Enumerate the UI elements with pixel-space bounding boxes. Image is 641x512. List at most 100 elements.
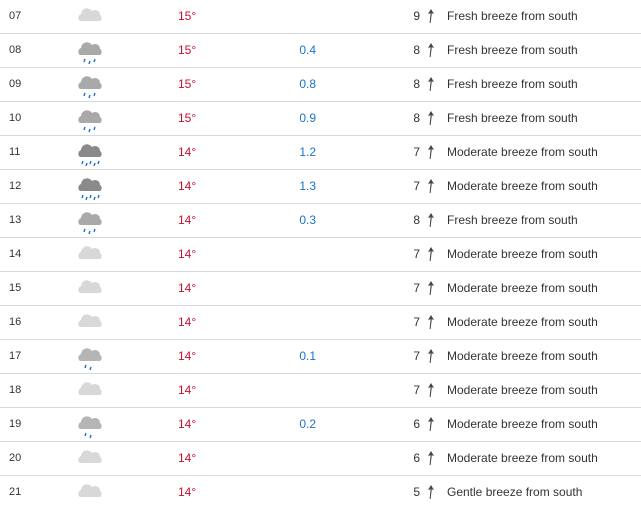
forecast-row: 14 14° 7 Moderate breeze from south [0,238,641,272]
forecast-row: 08 15° 0.4 8 Fresh breeze from south [0,34,641,68]
rain-icon [74,141,106,167]
temperature: 15° [178,111,197,125]
wind-direction-arrow-icon [426,144,436,160]
cloudy-icon [74,447,106,473]
wind-direction-arrow-icon [426,178,436,194]
wind-speed: 8 [413,77,420,91]
hour-label: 08 [9,44,22,56]
temperature: 14° [178,417,197,431]
precipitation: 0.8 [299,77,316,91]
forecast-row: 10 15° 0.9 8 Fresh breeze from south [0,102,641,136]
wind-description: Moderate breeze from south [447,315,598,329]
wind-speed: 6 [413,417,420,431]
wind-speed: 8 [413,213,420,227]
wind-speed: 7 [413,145,420,159]
cloudy-icon [74,311,106,337]
wind-description: Moderate breeze from south [447,349,598,363]
hour-label: 12 [9,180,22,192]
temperature: 14° [178,315,197,329]
temperature: 15° [178,43,197,57]
wind-speed: 8 [413,43,420,57]
temperature: 15° [178,9,197,23]
wind-speed: 6 [413,451,420,465]
hour-label: 10 [9,112,22,124]
wind-description: Gentle breeze from south [447,485,583,499]
hour-label: 16 [9,316,22,328]
wind-speed: 5 [413,485,420,499]
hour-label: 13 [9,214,22,226]
hour-label: 15 [9,282,22,294]
wind-description: Fresh breeze from south [447,77,578,91]
forecast-row: 12 14° 1.3 7 Moderate breeze from south [0,170,641,204]
hour-label: 19 [9,418,22,430]
wind-direction-arrow-icon [426,42,436,58]
wind-direction-arrow-icon [426,314,436,330]
forecast-row: 21 14° 5 Gentle breeze from south [0,476,641,509]
forecast-row: 13 14° 0.3 8 Fresh breeze from south [0,204,641,238]
temperature: 14° [178,485,197,499]
wind-description: Moderate breeze from south [447,451,598,465]
light-rain-icon [74,209,106,235]
wind-direction-arrow-icon [426,484,436,500]
hour-label: 21 [9,486,22,498]
wind-description: Moderate breeze from south [447,281,598,295]
wind-direction-arrow-icon [426,8,436,24]
wind-description: Fresh breeze from south [447,43,578,57]
wind-description: Moderate breeze from south [447,179,598,193]
precipitation: 0.1 [299,349,316,363]
temperature: 14° [178,383,197,397]
wind-description: Fresh breeze from south [447,9,578,23]
hour-label: 20 [9,452,22,464]
temperature: 14° [178,247,197,261]
forecast-row: 07 15° 9 Fresh breeze from south [0,0,641,34]
hour-label: 11 [9,146,21,158]
precipitation: 1.2 [299,145,316,159]
wind-direction-arrow-icon [426,110,436,126]
forecast-row: 18 14° 7 Moderate breeze from south [0,374,641,408]
hour-label: 14 [9,248,22,260]
temperature: 15° [178,77,197,91]
forecast-row: 19 14° 0.2 6 Moderate breeze from south [0,408,641,442]
wind-speed: 7 [413,179,420,193]
hour-label: 17 [9,350,22,362]
temperature: 14° [178,281,197,295]
hour-label: 07 [9,10,22,22]
forecast-row: 16 14° 7 Moderate breeze from south [0,306,641,340]
precipitation: 0.9 [299,111,316,125]
wind-direction-arrow-icon [426,382,436,398]
forecast-row: 11 14° 1.2 7 Moderate breeze from south [0,136,641,170]
wind-speed: 8 [413,111,420,125]
temperature: 14° [178,213,197,227]
wind-direction-arrow-icon [426,416,436,432]
hour-label: 18 [9,384,22,396]
temperature: 14° [178,179,197,193]
wind-speed: 7 [413,281,420,295]
temperature: 14° [178,145,197,159]
wind-direction-arrow-icon [426,348,436,364]
forecast-row: 09 15° 0.8 8 Fresh breeze from south [0,68,641,102]
cloudy-icon [74,379,106,405]
cloudy-icon [74,5,106,31]
cloudy-icon [74,277,106,303]
wind-description: Moderate breeze from south [447,383,598,397]
cloudy-icon [74,481,106,507]
wind-direction-arrow-icon [426,212,436,228]
wind-description: Moderate breeze from south [447,145,598,159]
precipitation: 1.3 [299,179,316,193]
wind-description: Moderate breeze from south [447,417,598,431]
wind-speed: 9 [413,9,420,23]
wind-direction-arrow-icon [426,450,436,466]
wind-direction-arrow-icon [426,246,436,262]
drizzle-icon [74,345,106,371]
wind-direction-arrow-icon [426,76,436,92]
wind-description: Fresh breeze from south [447,111,578,125]
wind-speed: 7 [413,383,420,397]
wind-description: Moderate breeze from south [447,247,598,261]
precipitation: 0.3 [299,213,316,227]
wind-speed: 7 [413,315,420,329]
wind-speed: 7 [413,349,420,363]
wind-direction-arrow-icon [426,280,436,296]
forecast-row: 17 14° 0.1 7 Moderate breeze from south [0,340,641,374]
temperature: 14° [178,349,197,363]
light-rain-icon [74,107,106,133]
